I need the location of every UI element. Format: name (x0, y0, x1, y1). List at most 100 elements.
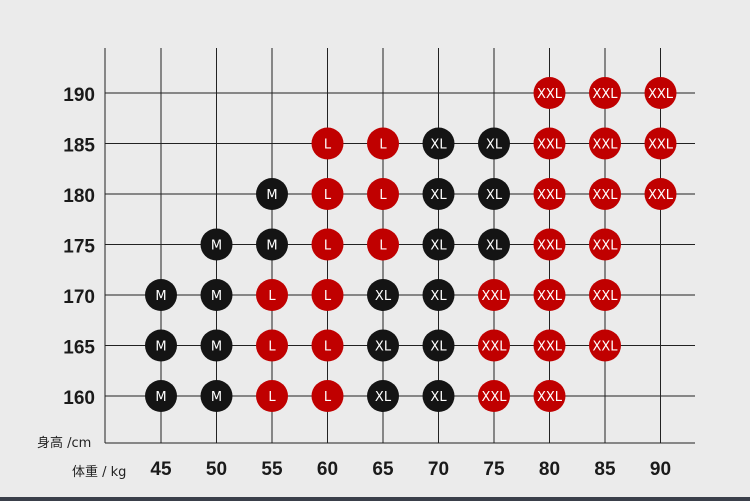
point-65kg-175cm-marker (367, 228, 399, 261)
point-75kg-175cm-label: XL (486, 239, 503, 254)
point-65kg-180cm-label: L (379, 188, 387, 203)
point-50kg-165cm-label: M (211, 340, 222, 355)
y-tick-label-175: 175 (63, 237, 95, 258)
point-85kg-185cm-marker (589, 127, 621, 160)
y-tick-label-190: 190 (63, 85, 95, 106)
point-60kg-175cm-label: L (324, 239, 332, 254)
point-55kg-180cm-label: M (266, 188, 277, 203)
point-80kg-170cm: XXL (533, 279, 566, 311)
point-65kg-180cm-marker (367, 178, 399, 210)
x-tick-label-55: 55 (261, 459, 283, 480)
point-80kg-190cm-marker (533, 77, 566, 109)
point-75kg-165cm-marker (478, 329, 510, 362)
point-80kg-170cm-label: XXL (537, 289, 563, 304)
point-55kg-175cm: M (256, 228, 288, 261)
point-80kg-180cm-label: XXL (537, 188, 563, 203)
point-50kg-170cm: M (200, 279, 233, 311)
point-75kg-185cm-label: XL (486, 138, 503, 153)
point-70kg-185cm: XL (422, 127, 455, 160)
point-55kg-165cm: L (256, 329, 288, 362)
point-80kg-160cm: XXL (533, 380, 566, 412)
point-80kg-165cm-label: XXL (537, 340, 563, 355)
point-75kg-180cm-marker (478, 178, 510, 210)
point-80kg-160cm-label: XXL (537, 390, 563, 405)
x-tick-label-65: 65 (372, 459, 394, 480)
point-70kg-160cm-marker (422, 380, 455, 412)
point-60kg-175cm-marker (311, 228, 344, 261)
point-80kg-185cm: XXL (533, 127, 566, 160)
point-60kg-180cm: L (311, 178, 344, 210)
point-45kg-165cm-marker (145, 329, 177, 362)
point-45kg-160cm-label: M (155, 390, 166, 405)
point-85kg-185cm: XXL (589, 127, 621, 160)
point-85kg-185cm-label: XXL (592, 138, 618, 153)
y-tick-label-170: 170 (63, 287, 95, 308)
point-80kg-165cm: XXL (533, 329, 566, 362)
point-65kg-170cm: XL (367, 279, 399, 311)
point-65kg-165cm-label: XL (375, 340, 392, 355)
y-tick-label-165: 165 (63, 338, 95, 359)
point-45kg-170cm-marker (145, 279, 177, 311)
x-tick-label-60: 60 (317, 459, 338, 480)
chart-tick-labels: 45 50 55 60 65 70 75 80 85 90 190 185 180 175 170 165 16… (63, 85, 671, 480)
point-55kg-165cm-marker (256, 329, 288, 362)
point-45kg-160cm: M (145, 380, 177, 412)
point-65kg-160cm: XL (367, 380, 399, 412)
point-80kg-190cm: XXL (533, 77, 566, 109)
y-tick-label-180: 180 (63, 186, 95, 207)
point-80kg-190cm-label: XXL (537, 87, 563, 102)
point-65kg-175cm-label: L (379, 239, 387, 254)
point-75kg-165cm: XXL (478, 329, 510, 362)
y-tick-label-185: 185 (63, 136, 95, 157)
point-80kg-170cm-marker (533, 279, 566, 311)
x-tick-label-90: 90 (650, 459, 671, 480)
point-60kg-160cm-marker (311, 380, 344, 412)
point-45kg-170cm-label: M (155, 289, 166, 304)
x-axis-label: 体重 / kg (72, 464, 126, 480)
point-85kg-165cm-label: XXL (592, 340, 618, 355)
point-65kg-180cm: L (367, 178, 399, 210)
point-50kg-170cm-label: M (211, 289, 222, 304)
x-tick-label-75: 75 (483, 459, 505, 480)
point-70kg-180cm-marker (422, 178, 455, 210)
point-75kg-175cm-marker (478, 228, 510, 261)
point-55kg-160cm: L (256, 380, 288, 412)
point-80kg-165cm-marker (533, 329, 566, 362)
point-90kg-190cm: XXL (644, 77, 677, 109)
point-90kg-180cm-marker (644, 178, 677, 210)
point-80kg-175cm: XXL (533, 228, 566, 261)
point-60kg-160cm-label: L (324, 390, 332, 405)
point-85kg-175cm: XXL (589, 228, 621, 261)
point-85kg-175cm-marker (589, 228, 621, 261)
point-60kg-180cm-label: L (324, 188, 332, 203)
point-80kg-160cm-marker (533, 380, 566, 412)
point-65kg-175cm: L (367, 228, 399, 261)
point-85kg-170cm-marker (589, 279, 621, 311)
point-75kg-160cm-label: XXL (481, 390, 507, 405)
point-75kg-175cm: XL (478, 228, 510, 261)
point-70kg-160cm: XL (422, 380, 455, 412)
point-45kg-165cm: M (145, 329, 177, 362)
point-50kg-175cm-label: M (211, 239, 222, 254)
x-tick-label-70: 70 (428, 459, 449, 480)
point-50kg-175cm-marker (200, 228, 233, 261)
point-85kg-190cm: XXL (589, 77, 621, 109)
point-70kg-180cm: XL (422, 178, 455, 210)
point-80kg-180cm-marker (533, 178, 566, 210)
bottom-bar (0, 497, 750, 501)
point-75kg-180cm-label: XL (486, 188, 503, 203)
point-90kg-190cm-marker (644, 77, 677, 109)
point-45kg-165cm-label: M (155, 340, 166, 355)
point-60kg-170cm-marker (311, 279, 344, 311)
x-tick-label-85: 85 (594, 459, 616, 480)
point-55kg-170cm-marker (256, 279, 288, 311)
point-60kg-165cm-marker (311, 329, 344, 362)
point-65kg-170cm-marker (367, 279, 399, 311)
point-75kg-180cm: XL (478, 178, 510, 210)
point-55kg-165cm-label: L (268, 340, 276, 355)
x-tick-label-50: 50 (206, 459, 227, 480)
point-75kg-165cm-label: XXL (481, 340, 507, 355)
point-75kg-160cm: XXL (478, 380, 510, 412)
point-85kg-165cm-marker (589, 329, 621, 362)
